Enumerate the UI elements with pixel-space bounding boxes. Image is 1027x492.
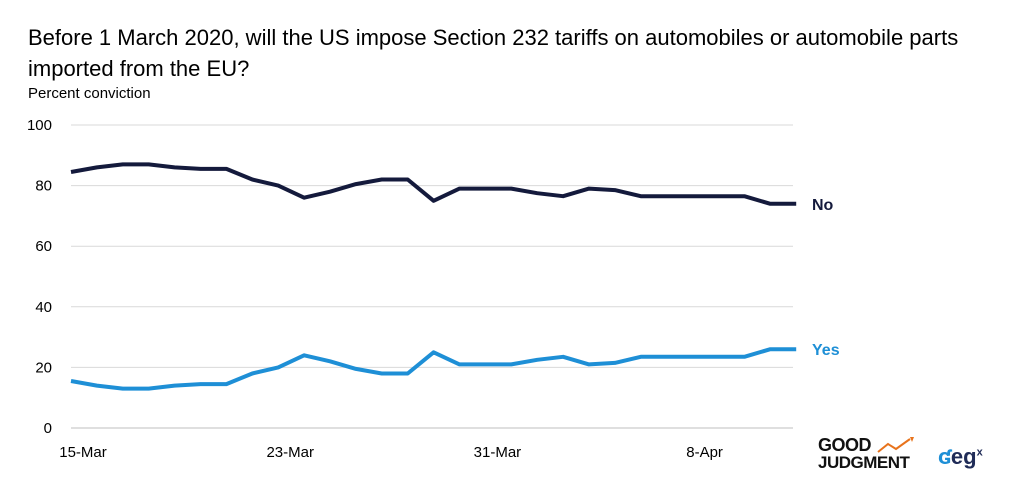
egx-text: eg [950, 444, 977, 469]
y-tick-label: 0 [44, 420, 52, 437]
egx-mark-icon: ʛ [938, 444, 951, 469]
y-tick-label: 80 [35, 178, 52, 195]
logo-text-good: GOOD [818, 435, 872, 455]
y-tick-label: 100 [27, 117, 52, 134]
series-label-yes: Yes [812, 342, 840, 359]
y-tick-label: 40 [35, 299, 52, 316]
egx-superscript: x [976, 446, 983, 459]
logo-text-judgment: JUDGMENT [818, 453, 910, 472]
y-axis-label: Percent conviction [28, 85, 151, 102]
series-label-no: No [812, 197, 834, 214]
y-tick-label: 60 [35, 238, 52, 255]
x-tick-label: 23-Mar [266, 444, 314, 461]
x-tick-labels: 15-Mar 23-Mar 31-Mar 8-Apr [59, 444, 723, 461]
chart-title: Before 1 March 2020, will the US impose … [28, 25, 959, 81]
series-lines [70, 162, 797, 391]
egx-logo: ʛegx [938, 444, 983, 470]
series-line-yes [70, 347, 797, 391]
y-tick-label: 20 [35, 359, 52, 376]
x-tick-label: 31-Mar [474, 444, 522, 461]
y-tick-labels: 0 20 40 60 80 100 [27, 117, 52, 437]
good-judgment-logo: GOOD JUDGMENT [818, 436, 918, 478]
gridlines [71, 124, 793, 429]
series-labels: No Yes [812, 197, 840, 359]
x-tick-label: 15-Mar [59, 444, 107, 461]
x-tick-label: 8-Apr [686, 444, 723, 461]
series-line-no [70, 162, 797, 206]
trend-arrow-icon [877, 437, 914, 453]
